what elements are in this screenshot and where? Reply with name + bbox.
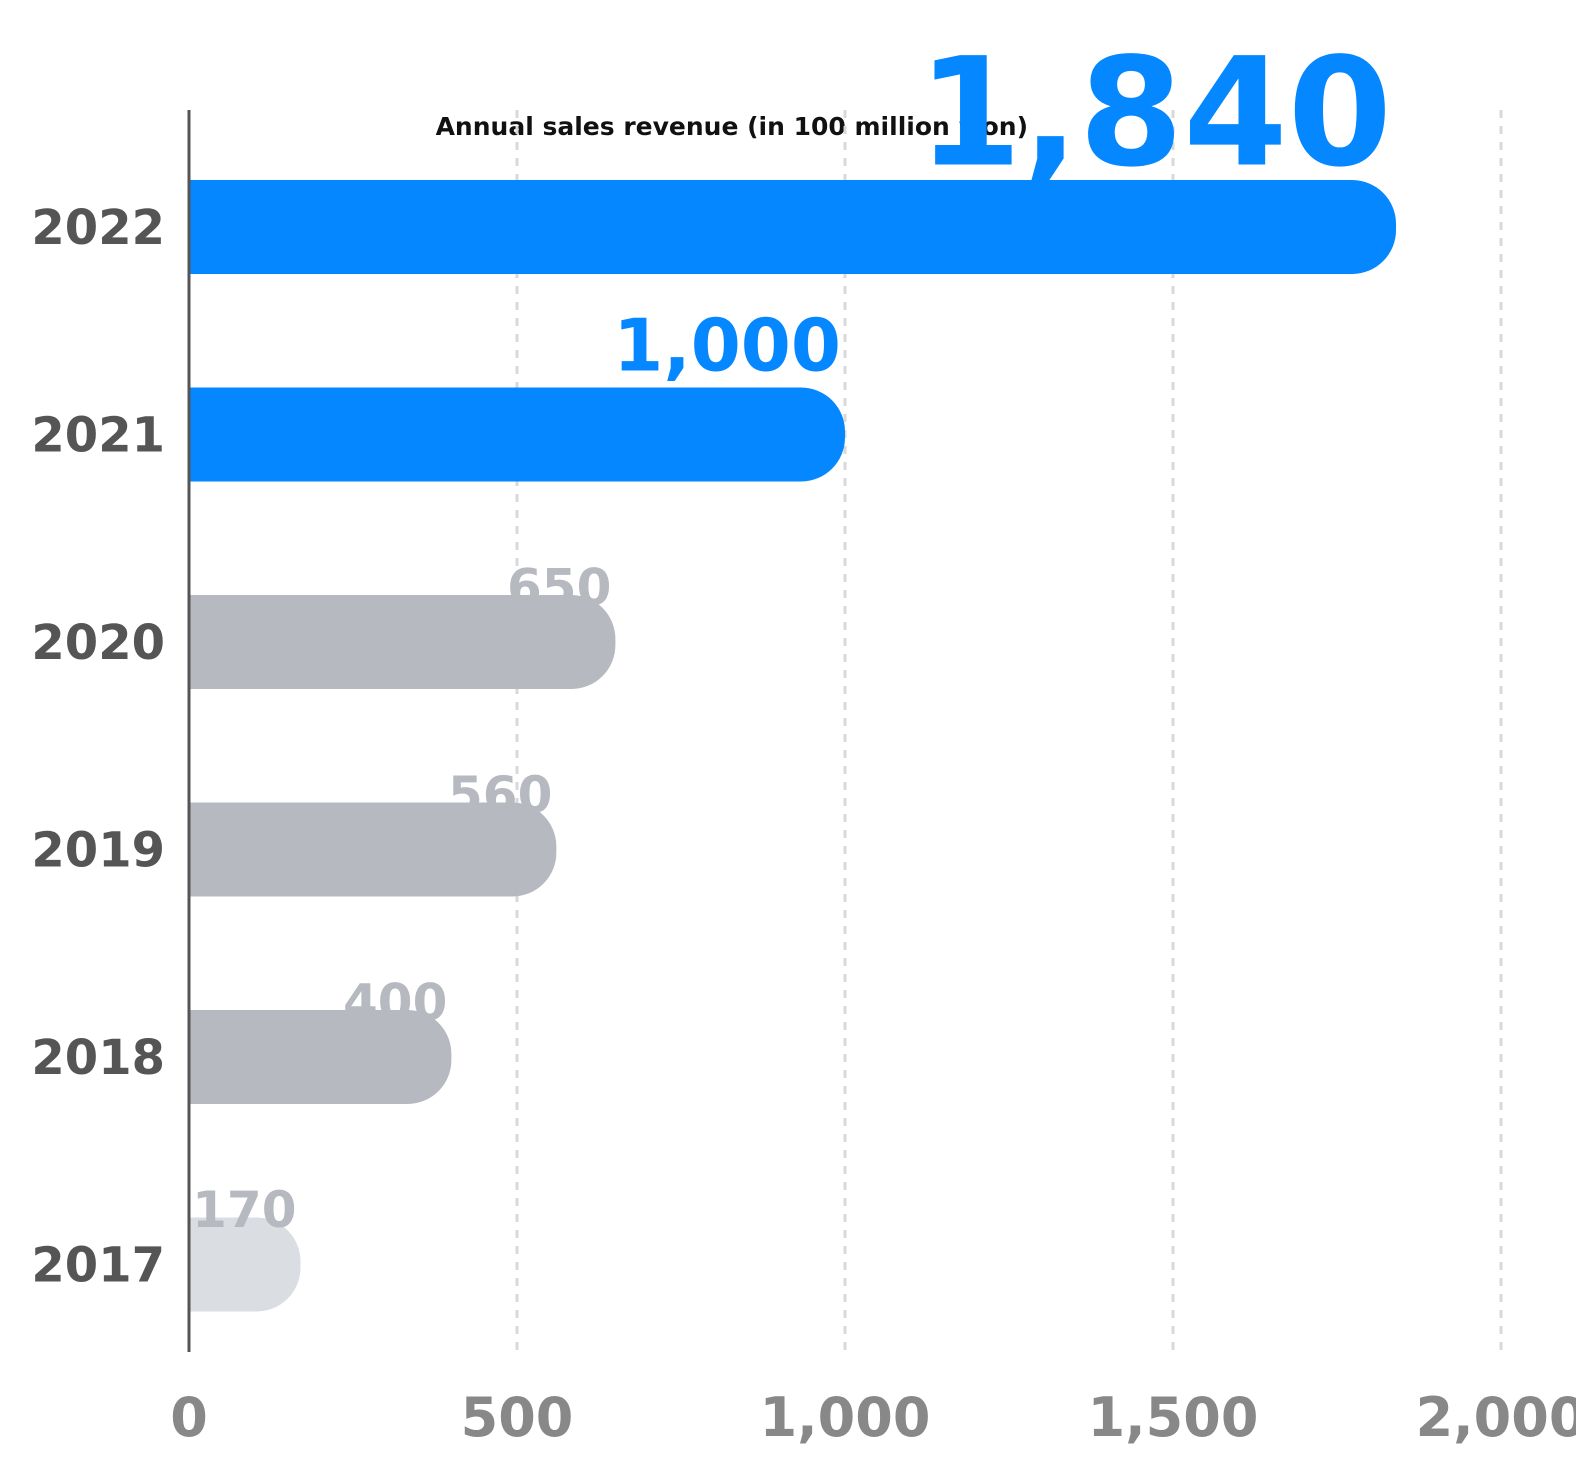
y-tick-label: 2020 xyxy=(31,615,165,671)
x-tick-label: 2,000 xyxy=(1416,1386,1576,1449)
y-tick-label: 2021 xyxy=(31,408,165,464)
bar xyxy=(189,802,557,897)
data-label: 170 xyxy=(192,1181,296,1239)
y-tick-label: 2018 xyxy=(31,1030,165,1086)
bar xyxy=(189,387,845,482)
x-tick-label: 0 xyxy=(170,1386,208,1449)
data-label: 560 xyxy=(448,766,552,824)
x-tick-label: 500 xyxy=(461,1386,574,1449)
data-label: 1,000 xyxy=(613,304,841,388)
y-tick-label: 2019 xyxy=(31,823,165,879)
data-label: 400 xyxy=(343,974,447,1032)
data-label: 1,840 xyxy=(918,27,1392,201)
bar xyxy=(189,180,1397,274)
chart-title: Annual sales revenue (in 100 million won… xyxy=(436,112,1028,141)
y-tick-label: 2022 xyxy=(31,200,165,256)
bar xyxy=(189,595,616,689)
data-label: 650 xyxy=(507,559,611,617)
bar xyxy=(189,1010,452,1104)
x-tick-label: 1,000 xyxy=(760,1386,931,1449)
bar xyxy=(189,1217,301,1312)
y-tick-label: 2017 xyxy=(31,1238,165,1294)
x-tick-label: 1,500 xyxy=(1088,1386,1259,1449)
